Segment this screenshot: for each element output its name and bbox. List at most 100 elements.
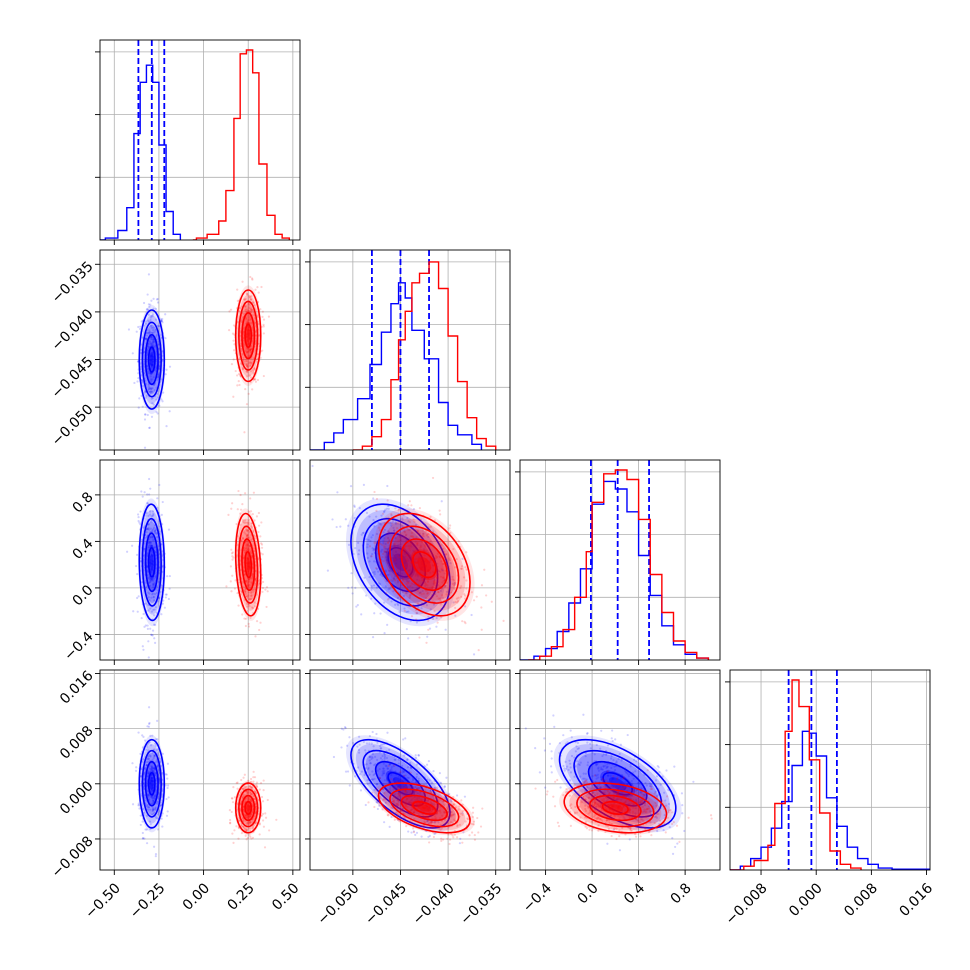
sample-point — [165, 797, 168, 801]
sample-point — [150, 336, 153, 339]
sample-point — [465, 587, 468, 590]
sample-point — [150, 337, 153, 340]
sample-point — [138, 397, 141, 400]
sample-point — [260, 521, 263, 524]
sample-point — [248, 561, 251, 564]
sample-point — [241, 537, 245, 540]
sample-point — [237, 372, 241, 376]
sample-point — [249, 820, 252, 823]
sample-point — [253, 601, 256, 604]
sample-point — [351, 592, 354, 595]
sample-point — [409, 535, 412, 538]
sample-point — [408, 521, 412, 524]
sample-point — [396, 813, 399, 816]
sample-point — [415, 561, 418, 564]
sample-point — [157, 347, 161, 350]
sample-point — [158, 809, 161, 812]
sample-point — [257, 322, 260, 326]
sample-point — [161, 321, 164, 324]
sample-point — [137, 376, 140, 380]
sample-point — [133, 381, 136, 385]
sample-point — [424, 560, 427, 563]
sample-point — [384, 508, 387, 511]
sample-point — [524, 727, 527, 730]
sample-point — [550, 750, 553, 753]
sample-point — [427, 551, 430, 554]
sample-point — [233, 343, 236, 346]
sample-point — [388, 763, 391, 766]
sample-point — [473, 838, 477, 841]
sample-point — [246, 810, 249, 813]
sample-point — [252, 770, 255, 773]
sample-point — [143, 547, 146, 551]
sample-point — [167, 528, 171, 531]
sample-point — [239, 512, 242, 515]
sample-point — [443, 605, 446, 608]
sample-point — [245, 557, 249, 560]
contour-line-series-1 — [400, 538, 448, 592]
sample-point — [268, 829, 271, 832]
sample-point — [382, 531, 385, 534]
contour-line-series-0 — [144, 532, 159, 593]
sample-point — [430, 810, 434, 814]
sample-point — [607, 774, 610, 777]
sample-point — [146, 758, 149, 761]
sample-point — [393, 764, 396, 767]
sample-point — [459, 812, 462, 815]
sample-point — [247, 518, 251, 522]
density-fill — [149, 352, 154, 367]
sample-point — [398, 792, 401, 795]
sample-point — [147, 343, 150, 346]
grid-3-1 — [305, 670, 510, 875]
sample-point — [150, 390, 153, 393]
sample-point — [248, 567, 252, 570]
sample-point — [381, 772, 384, 775]
sample-point — [144, 748, 147, 751]
sample-point — [386, 504, 389, 508]
sample-point — [649, 810, 652, 813]
sample-point — [393, 529, 396, 532]
sample-point — [253, 519, 256, 522]
sample-point — [332, 755, 336, 759]
scatter-3-0 — [131, 706, 278, 858]
sample-point — [250, 785, 253, 788]
contour-line-series-1 — [234, 512, 262, 617]
sample-point — [642, 793, 645, 796]
sample-point — [419, 568, 422, 571]
sample-point — [435, 804, 438, 807]
sample-point — [151, 530, 154, 533]
sample-point — [424, 583, 428, 586]
sample-point — [247, 779, 250, 782]
grid-3-3 — [725, 670, 930, 875]
sample-point — [255, 620, 259, 623]
sample-point — [154, 367, 158, 370]
sample-point — [379, 582, 382, 586]
sample-point — [415, 621, 419, 624]
sample-point — [165, 814, 169, 817]
sample-point — [449, 838, 452, 841]
sample-point — [415, 763, 419, 766]
sample-point — [152, 797, 156, 800]
sample-point — [398, 554, 401, 557]
sample-point — [382, 539, 385, 542]
sample-point — [419, 591, 422, 594]
sample-point — [151, 809, 154, 813]
sample-point — [347, 524, 350, 527]
sample-point — [148, 820, 152, 823]
sample-point — [424, 804, 427, 807]
sample-point — [439, 823, 442, 827]
sample-point — [152, 799, 155, 803]
sample-point — [379, 612, 382, 615]
sample-point — [421, 589, 424, 593]
sample-point — [613, 765, 616, 768]
sample-point — [472, 806, 475, 809]
sample-point — [611, 805, 615, 808]
sample-point — [444, 556, 447, 560]
sample-point — [242, 825, 245, 828]
sample-point — [137, 731, 140, 734]
sample-point — [375, 782, 379, 786]
sample-point — [456, 836, 459, 839]
density-fill — [140, 509, 164, 615]
sample-point — [409, 565, 412, 568]
sample-point — [394, 804, 398, 807]
